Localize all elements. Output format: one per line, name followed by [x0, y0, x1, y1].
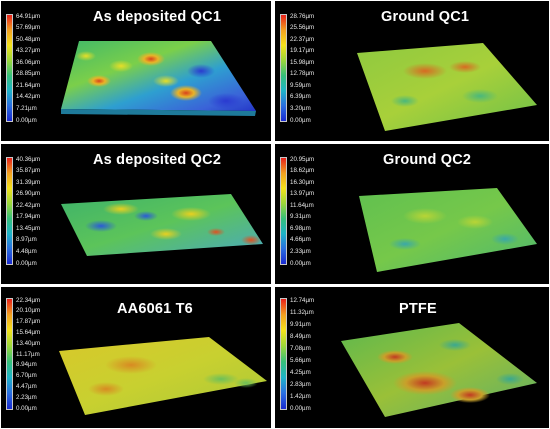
scale-tick-label: 22.42µm: [16, 201, 41, 209]
scale-tick-label: 16.30µm: [290, 178, 315, 186]
scale-tick-label: 28.76µm: [290, 12, 315, 20]
scale-tick-label: 7.21µm: [16, 104, 37, 112]
scale-tick-label: 12.78µm: [290, 70, 315, 78]
scale-tick-label: 0.00µm: [290, 259, 311, 267]
color-bar: [6, 14, 13, 122]
scale-tick-label: 2.23µm: [16, 393, 37, 401]
panel-title: As deposited QC1: [93, 9, 222, 25]
scale-tick-label: 35.87µm: [16, 167, 41, 175]
scale-tick-label: 40.36µm: [16, 155, 41, 163]
scale-tick-label: 20.10µm: [16, 307, 41, 315]
scale-tick-label: 0.00µm: [16, 404, 37, 412]
scale-tick-label: 0.00µm: [290, 116, 311, 124]
scale-tick-label: 25.56µm: [290, 24, 315, 32]
color-bar: [280, 14, 287, 122]
scale-tick-label: 18.62µm: [290, 167, 315, 175]
scale-tick-label: 20.95µm: [290, 155, 315, 163]
scale-tick-label: 28.85µm: [16, 70, 41, 78]
scale-tick-label: 36.06µm: [16, 58, 41, 66]
scale-tick-label: 0.00µm: [16, 259, 37, 267]
scale-tick-label: 64.91µm: [16, 12, 41, 20]
surface-plot-ptfe: [341, 323, 537, 417]
scale-tick-label: 4.25µm: [290, 368, 311, 376]
scale-tick-label: 7.08µm: [290, 344, 311, 352]
scale-tick-label: 3.20µm: [290, 104, 311, 112]
scale-tick-label: 57.69µm: [16, 24, 41, 32]
panel-aa6061-t6: AA6061 T6 22.34µm 20.10µm 17.87µm 15.64µm 13…: [1, 287, 271, 428]
scale-tick-label: 0.00µm: [290, 404, 311, 412]
scale-tick-label: 17.94µm: [16, 213, 41, 221]
scale-tick-label: 9.59µm: [290, 81, 311, 89]
scale-tick-label: 12.74µm: [290, 296, 315, 304]
scale-tick-label: 11.32µm: [290, 308, 314, 316]
panel-ptfe: PTFE 12.74µm 11.32µm 9.91µm 8.49µm 7.08µm 5.6…: [275, 287, 549, 428]
surface-plot-ground-qc1: [357, 43, 537, 131]
scale-tick-label: 5.66µm: [290, 356, 311, 364]
scale-tick-label: 9.91µm: [290, 320, 311, 328]
scale-tick-label: 6.39µm: [290, 93, 311, 101]
scale-tick-label: 4.48µm: [16, 247, 37, 255]
scale-tick-label: 11.64µm: [290, 201, 314, 209]
panel-title: As deposited QC2: [93, 152, 222, 168]
scale-tick-label: 22.34µm: [16, 296, 41, 304]
panel-as-deposited-qc1: As deposited QC1 64.91µm 57.69µm 50.48µm 43…: [1, 1, 271, 141]
scale-tick-label: 26.90µm: [16, 190, 41, 198]
panel-ground-qc1: Ground QC1 28.76µm 25.56µm 22.37µm 19.17µm 1…: [275, 1, 549, 141]
color-bar: [6, 157, 13, 265]
color-bar: [6, 298, 13, 410]
scale-tick-label: 9.31µm: [290, 213, 311, 221]
scale-tick-label: 2.83µm: [290, 380, 311, 388]
scale-tick-label: 8.49µm: [290, 332, 311, 340]
scale-tick-label: 22.37µm: [290, 35, 315, 43]
scale-tick-label: 6.70µm: [16, 372, 37, 380]
panel-as-deposited-qc2: As deposited QC2 40.36µm 35.87µm 31.39µm 26…: [1, 144, 271, 284]
scale-tick-label: 8.97µm: [16, 236, 37, 244]
surface-plot-ground-qc2: [359, 188, 537, 272]
scale-tick-label: 1.42µm: [290, 392, 311, 400]
scale-tick-label: 0.00µm: [16, 116, 37, 124]
panel-title: PTFE: [399, 301, 437, 317]
scale-tick-label: 21.64µm: [16, 81, 41, 89]
scale-tick-label: 17.87µm: [16, 318, 41, 326]
surface-plot-as-deposited-qc1: [61, 41, 256, 116]
surface-plot-aa6061-t6: [59, 337, 267, 415]
scale-tick-label: 4.47µm: [16, 382, 37, 390]
scale-tick-label: 15.98µm: [290, 58, 315, 66]
scale-tick-label: 8.94µm: [16, 361, 37, 369]
panel-title: Ground QC2: [383, 152, 472, 168]
scale-tick-label: 11.17µm: [16, 350, 40, 358]
surface-plot-as-deposited-qc2: [61, 194, 263, 256]
scale-tick-label: 2.33µm: [290, 247, 311, 255]
scale-tick-label: 43.27µm: [16, 47, 41, 55]
color-bar: [280, 157, 287, 265]
scale-tick-label: 6.98µm: [290, 224, 311, 232]
scale-tick-label: 15.64µm: [16, 328, 41, 336]
scale-tick-label: 13.97µm: [290, 190, 315, 198]
scale-tick-label: 4.66µm: [290, 236, 311, 244]
scale-tick-label: 14.42µm: [16, 93, 41, 101]
panel-title: AA6061 T6: [117, 301, 193, 317]
color-bar: [280, 298, 287, 410]
scale-tick-label: 31.39µm: [16, 178, 41, 186]
scale-tick-label: 50.48µm: [16, 35, 41, 43]
panel-title: Ground QC1: [381, 9, 470, 25]
scale-tick-label: 13.40µm: [16, 339, 41, 347]
scale-tick-label: 19.17µm: [290, 47, 315, 55]
scale-tick-label: 13.45µm: [16, 224, 41, 232]
panel-ground-qc2: Ground QC2 20.95µm 18.62µm 16.30µm 13.97µm 1…: [275, 144, 549, 284]
